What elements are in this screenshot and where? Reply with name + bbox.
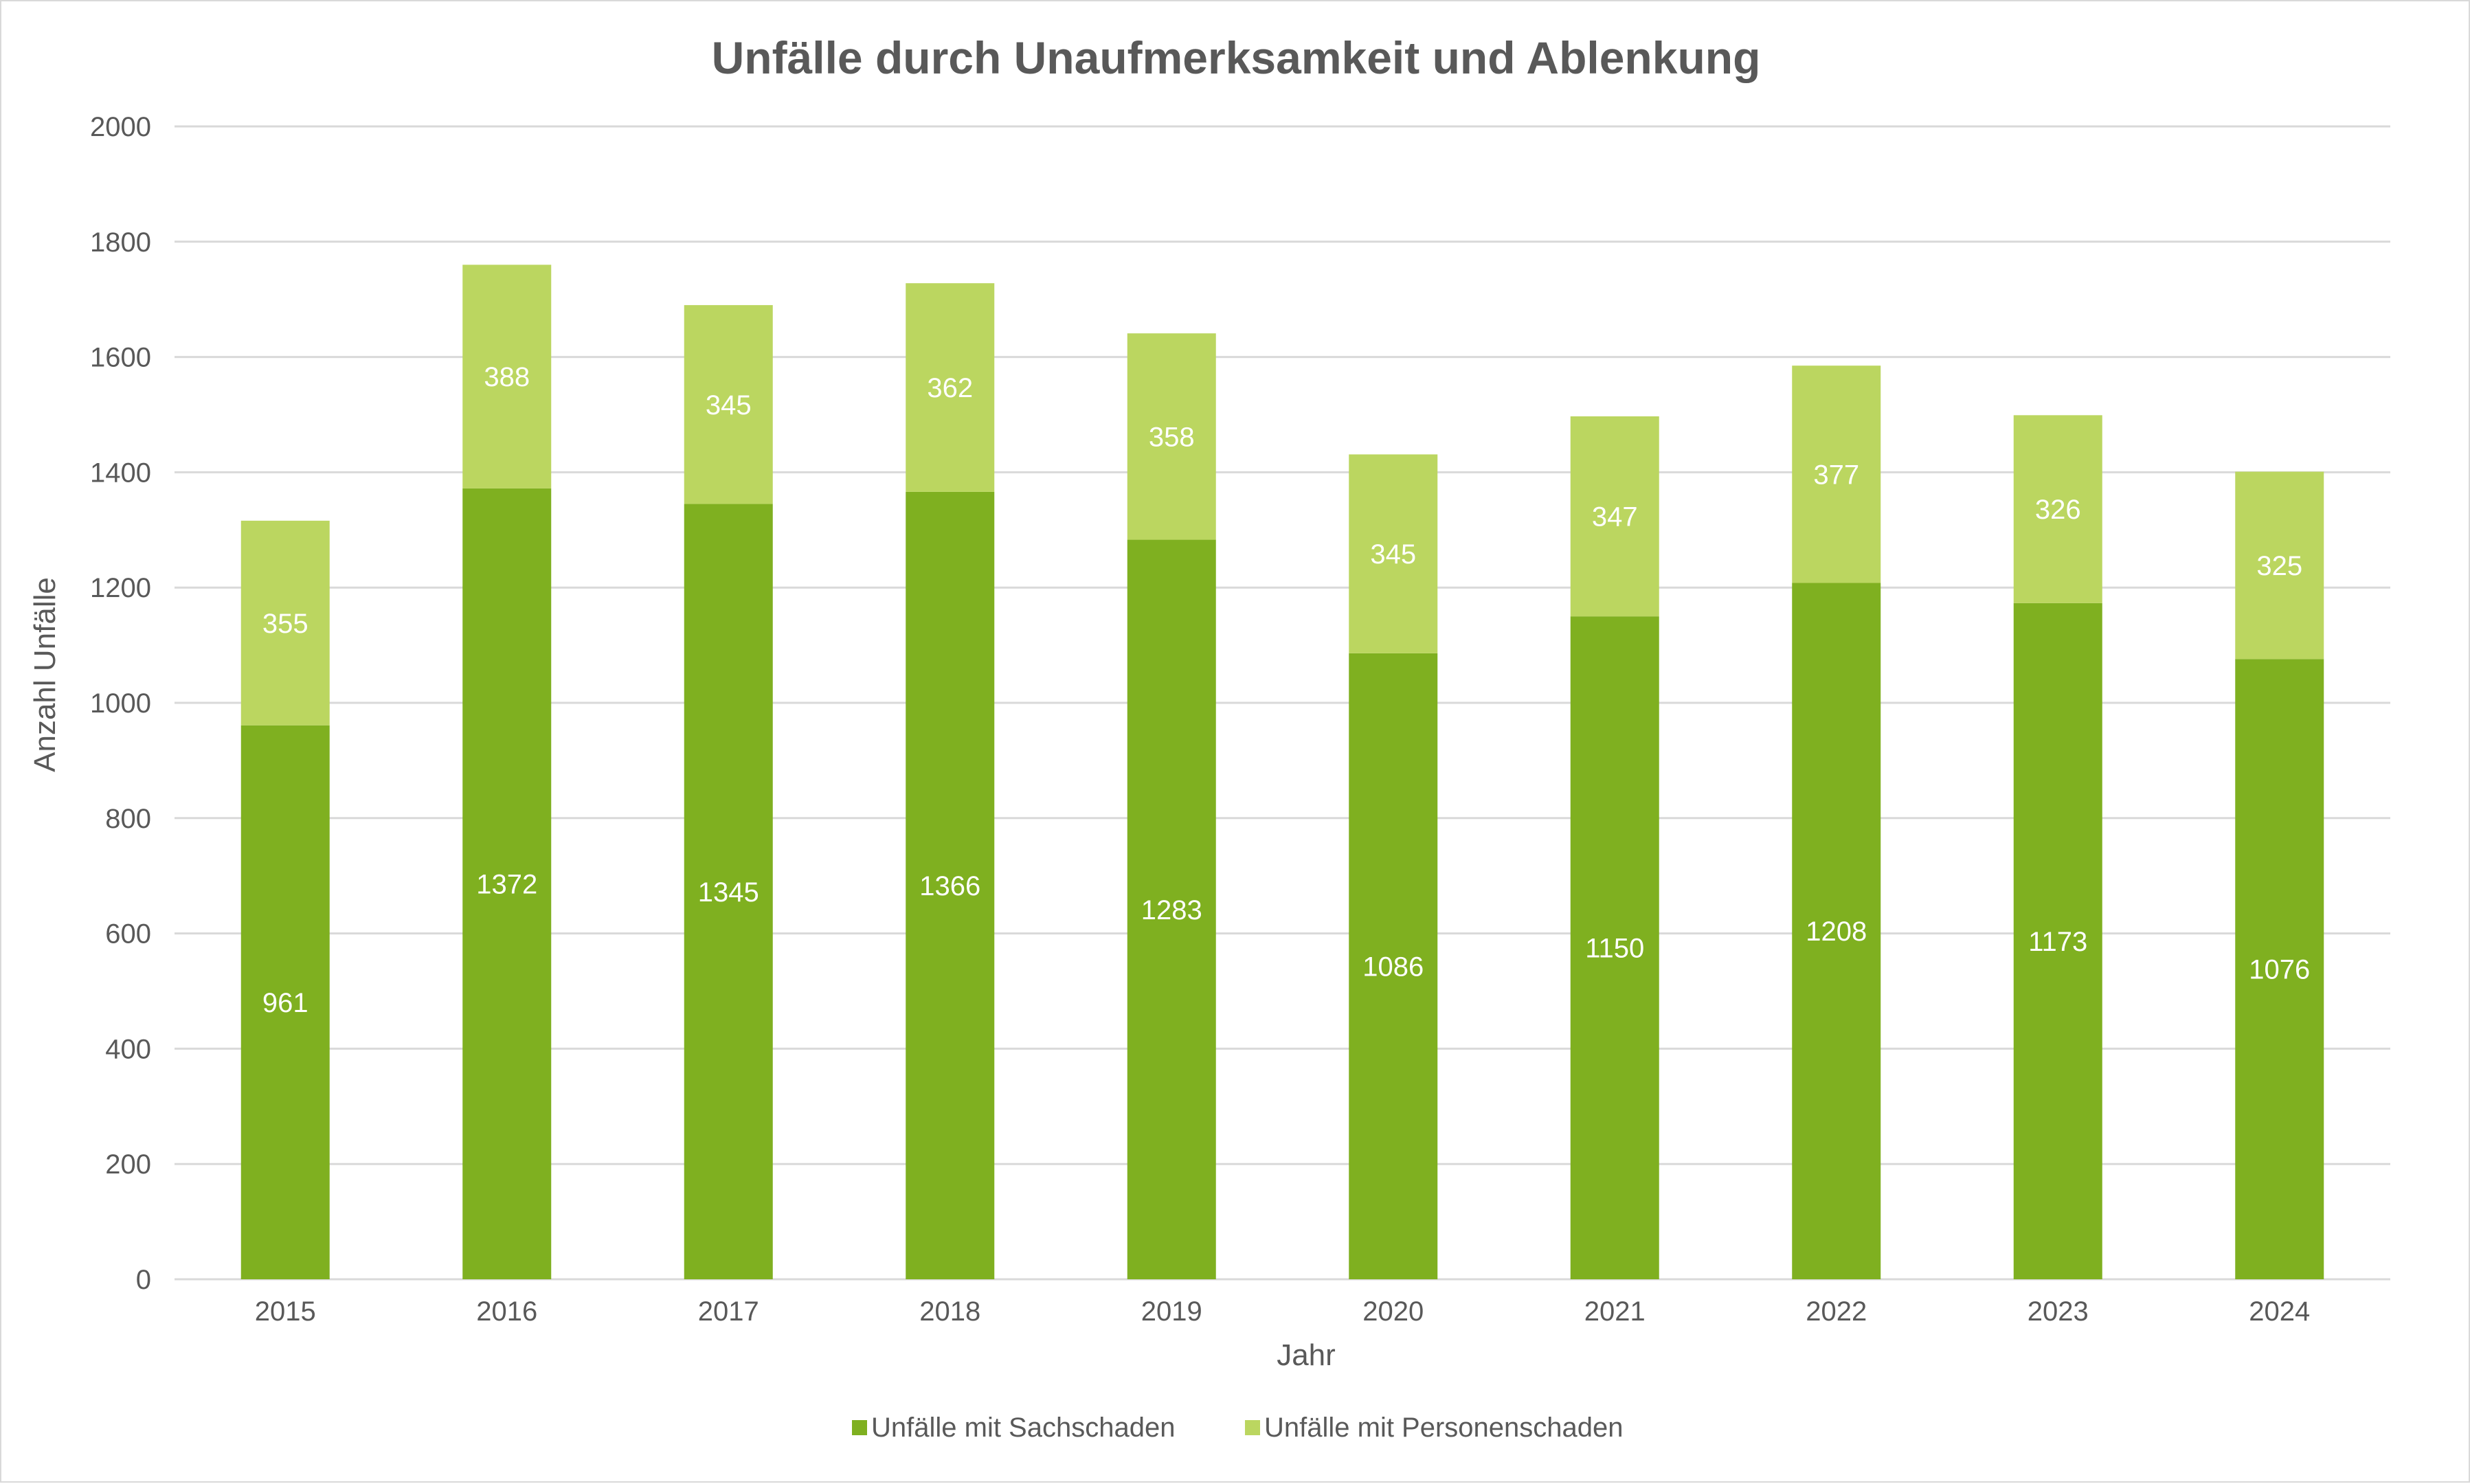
x-tick-label-2018: 2018 <box>919 1296 980 1327</box>
x-tick-label-2016: 2016 <box>476 1296 537 1327</box>
y-tick-label: 1400 <box>90 458 151 488</box>
legend-swatch-sachschaden <box>852 1420 867 1435</box>
data-label-2020-sachschaden: 1086 <box>1362 952 1424 982</box>
bar-2021-personenschaden <box>1570 416 1659 617</box>
y-tick-label: 200 <box>105 1149 151 1180</box>
bar-2015-personenschaden <box>240 520 330 726</box>
y-tick-label: 1800 <box>90 227 151 258</box>
bar-2023-sachschaden <box>2013 603 2102 1279</box>
bars <box>240 265 2324 1280</box>
data-label-2024-personenschaden: 325 <box>2256 551 2302 581</box>
y-axis-ticks: 0 200 400 600 800 1000 1200 1400 1600 1800 2000 <box>90 112 151 1295</box>
bar-2020-sachschaden <box>1349 653 1438 1279</box>
bar-2022-sachschaden <box>1792 583 1881 1279</box>
data-label-2021-sachschaden: 1150 <box>1585 934 1644 964</box>
data-label-2015-sachschaden: 961 <box>262 988 308 1018</box>
data-label-2017-sachschaden: 1345 <box>698 877 759 908</box>
x-axis-ticks: 2015 2016 2017 2018 2019 2020 2021 2022 2023 2024 <box>255 1296 2310 1327</box>
y-axis-title: Anzahl Unfälle <box>28 577 62 772</box>
data-label-2015-personenschaden: 355 <box>262 609 308 639</box>
x-tick-label-2020: 2020 <box>1362 1296 1424 1327</box>
data-label-2018-sachschaden: 1366 <box>919 871 980 901</box>
data-label-2022-personenschaden: 377 <box>1813 460 1859 490</box>
x-tick-label-2017: 2017 <box>698 1296 759 1327</box>
y-tick-label: 1200 <box>90 573 151 603</box>
bar-2016-sachschaden <box>462 488 552 1279</box>
y-tick-label: 1000 <box>90 688 151 719</box>
bar-2022-personenschaden <box>1792 366 1881 583</box>
legend-label-sachschaden: Unfälle mit Sachschaden <box>871 1413 1175 1443</box>
y-tick-label: 0 <box>136 1265 151 1295</box>
data-label-2024-sachschaden: 1076 <box>2249 955 2310 985</box>
bar-2024-personenschaden <box>2235 471 2324 660</box>
chart-title: Unfälle durch Unaufmerksamkeit und Ablen… <box>712 32 1761 83</box>
x-tick-label-2019: 2019 <box>1141 1296 1202 1327</box>
x-tick-label-2015: 2015 <box>255 1296 316 1327</box>
bar-2016-personenschaden <box>462 265 552 488</box>
x-tick-label-2024: 2024 <box>2249 1296 2310 1327</box>
data-label-2020-personenschaden: 345 <box>1370 539 1416 570</box>
data-labels: 961 355 1372 388 1345 345 1366 362 1283 358 1086 34… <box>262 362 2310 1018</box>
bar-2024-sachschaden <box>2235 659 2324 1279</box>
legend-label-personenschaden: Unfälle mit Personenschaden <box>1264 1413 1624 1443</box>
legend-swatch-personenschaden <box>1245 1420 1260 1435</box>
data-label-2016-personenschaden: 388 <box>484 362 530 392</box>
data-label-2021-personenschaden: 347 <box>1592 502 1638 532</box>
x-tick-label-2022: 2022 <box>1806 1296 1867 1327</box>
bar-2021-sachschaden <box>1570 616 1659 1279</box>
y-tick-label: 2000 <box>90 112 151 142</box>
y-tick-label: 1600 <box>90 343 151 373</box>
data-label-2022-sachschaden: 1208 <box>1806 917 1867 947</box>
data-label-2023-sachschaden: 1173 <box>2028 927 2087 957</box>
y-tick-label: 800 <box>105 804 151 834</box>
bar-2020-personenschaden <box>1349 454 1438 653</box>
data-label-2023-personenschaden: 326 <box>2035 495 2081 525</box>
bar-2018-personenschaden <box>906 283 995 492</box>
bar-2017-personenschaden <box>684 305 773 504</box>
bar-2019-sachschaden <box>1127 539 1216 1279</box>
x-axis-title: Jahr <box>1277 1338 1336 1372</box>
y-tick-label: 600 <box>105 919 151 949</box>
x-tick-label-2023: 2023 <box>2028 1296 2089 1327</box>
data-label-2019-personenschaden: 358 <box>1149 422 1195 452</box>
bar-2015-sachschaden <box>240 725 330 1279</box>
bar-2017-sachschaden <box>684 504 773 1280</box>
x-tick-label-2021: 2021 <box>1584 1296 1646 1327</box>
data-label-2017-personenschaden: 345 <box>706 390 752 420</box>
bar-2023-personenschaden <box>2013 415 2102 603</box>
y-tick-label: 400 <box>105 1034 151 1064</box>
data-label-2018-personenschaden: 362 <box>927 373 973 403</box>
data-label-2019-sachschaden: 1283 <box>1141 895 1202 925</box>
data-label-2016-sachschaden: 1372 <box>476 869 537 899</box>
bar-2018-sachschaden <box>906 491 995 1279</box>
bar-2019-personenschaden <box>1127 333 1216 540</box>
legend: Unfälle mit Sachschaden Unfälle mit Perso… <box>852 1413 1624 1443</box>
